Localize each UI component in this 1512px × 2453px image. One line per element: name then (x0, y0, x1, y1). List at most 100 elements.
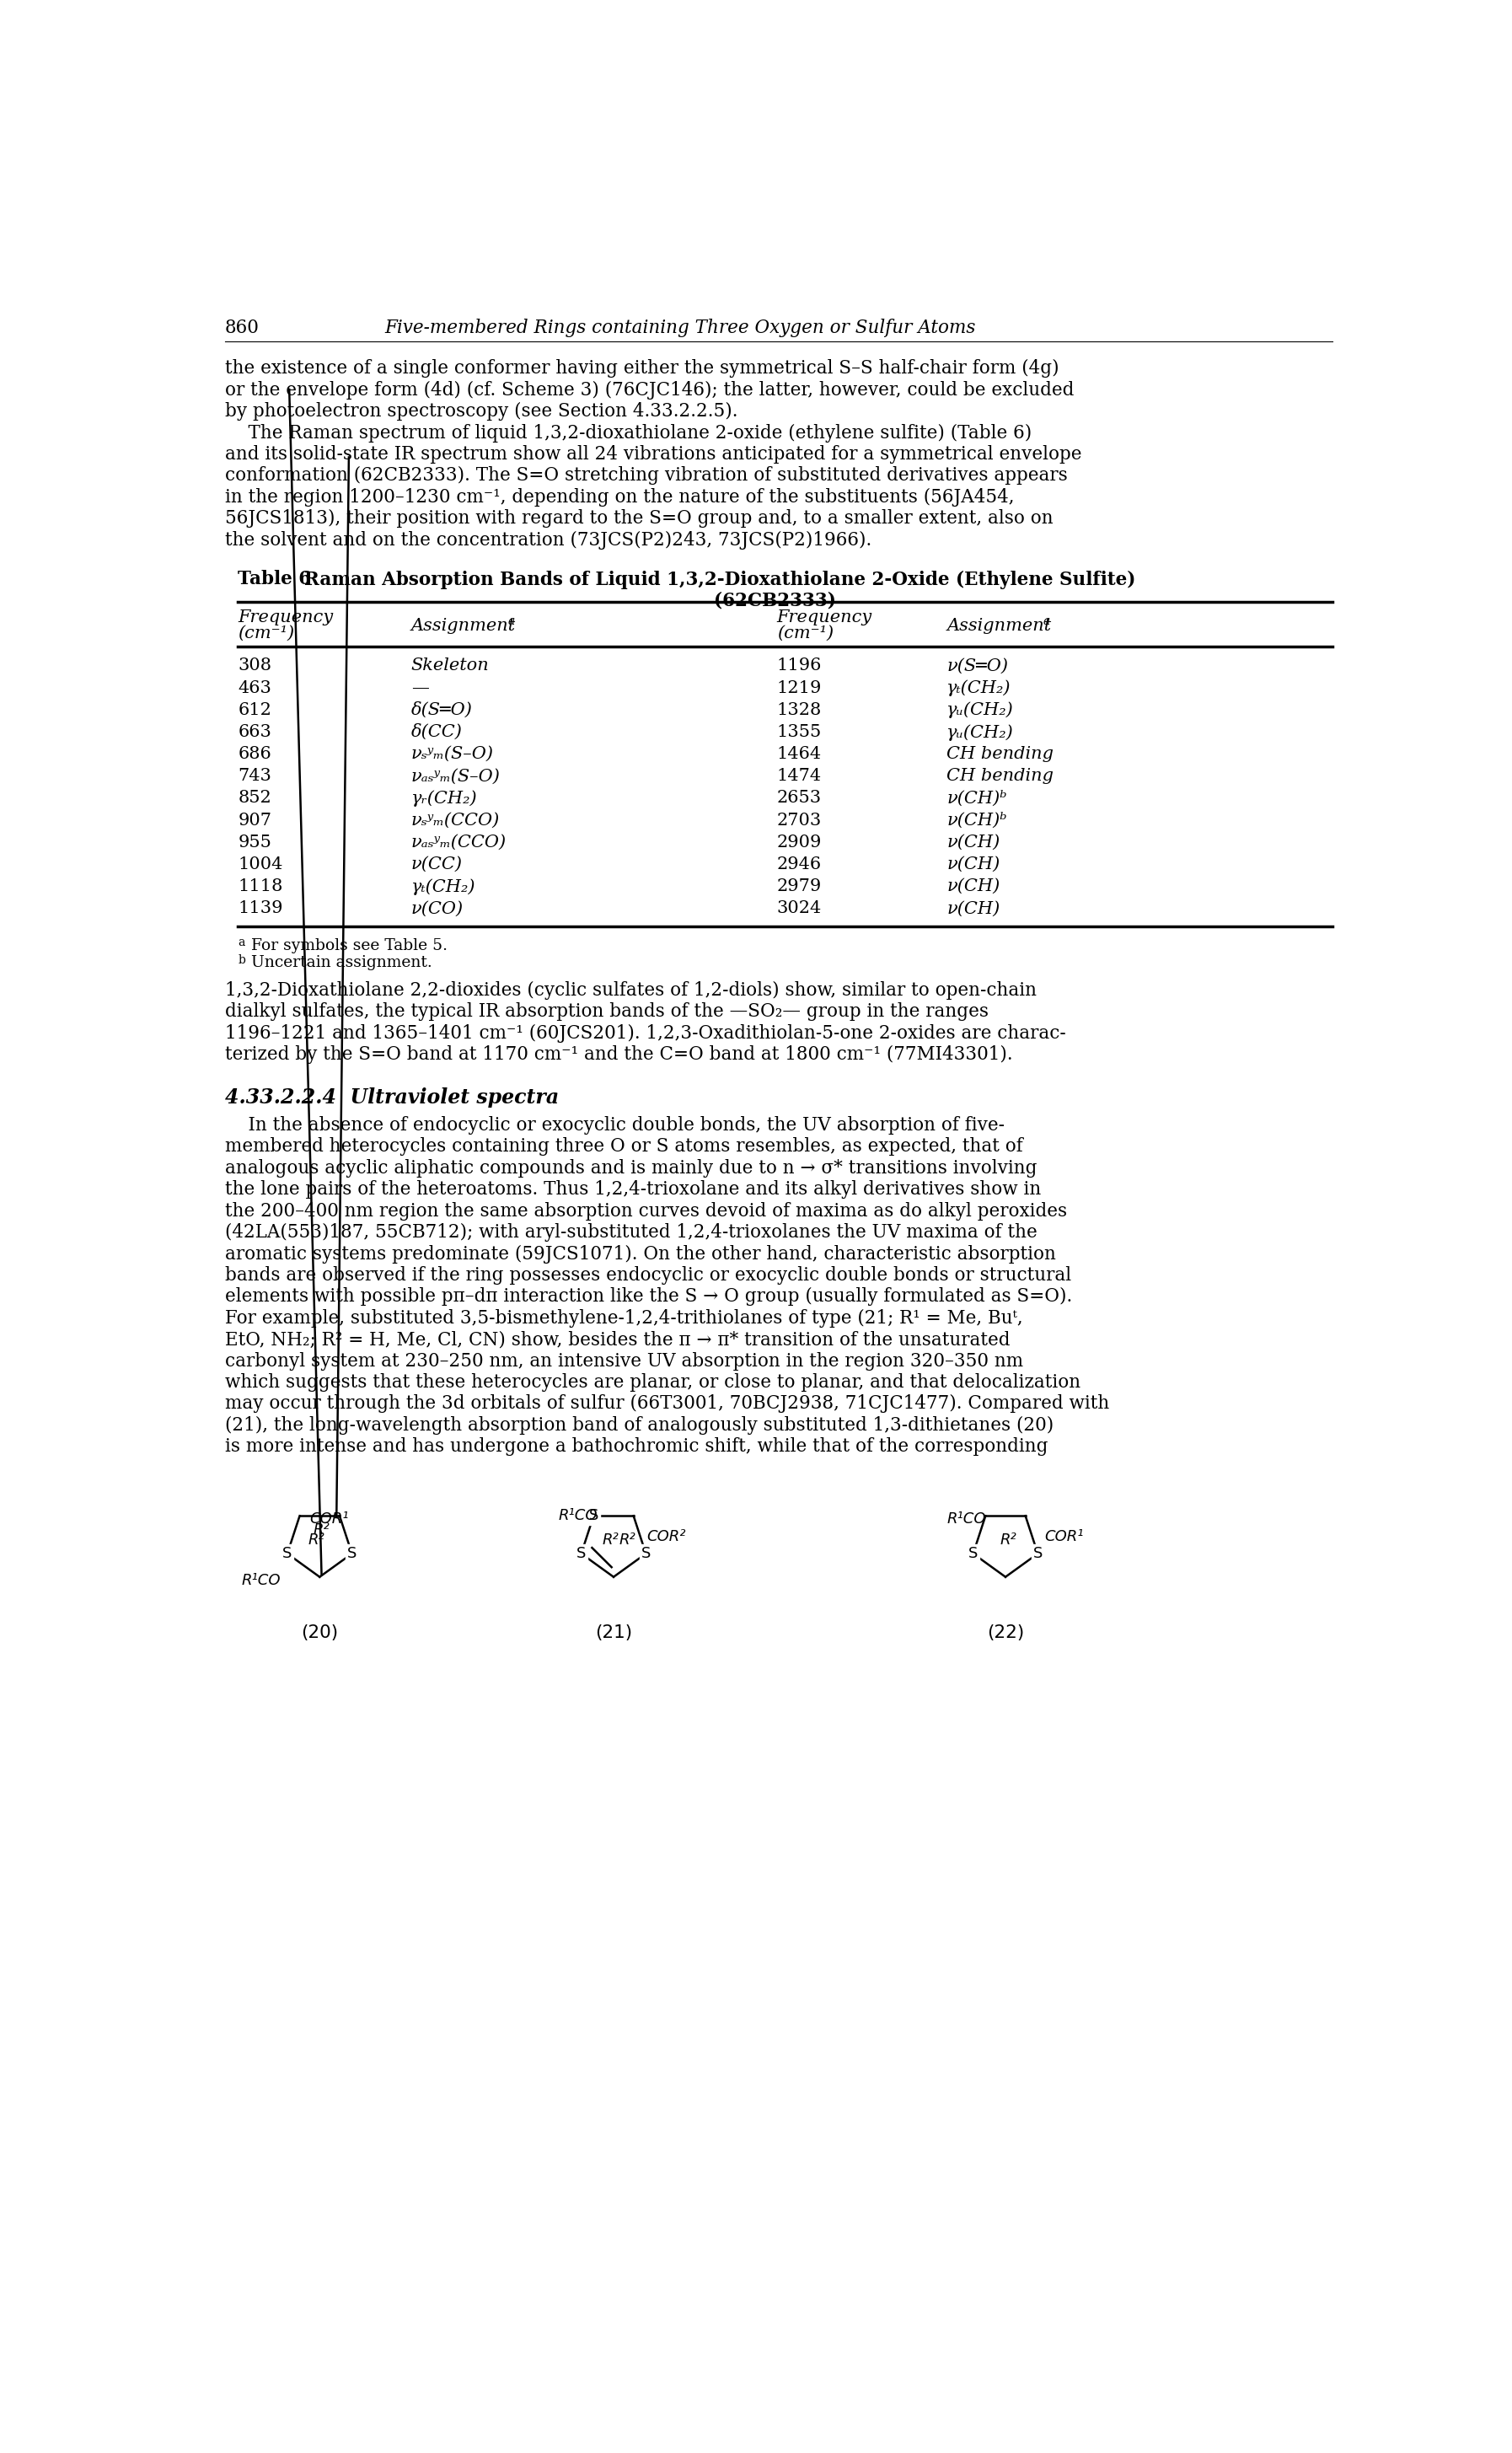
Text: R¹CO: R¹CO (558, 1509, 597, 1523)
Text: Raman Absorption Bands of Liquid 1,3,2-Dioxathiolane 2-Oxide (Ethylene Sulfite): Raman Absorption Bands of Liquid 1,3,2-D… (292, 569, 1136, 589)
Text: CH bending: CH bending (947, 768, 1054, 785)
Text: 860: 860 (225, 319, 260, 339)
Text: COR¹: COR¹ (310, 1511, 349, 1526)
Text: (21): (21) (594, 1624, 632, 1641)
Text: EtO, NH₂; R² = H, Me, Cl, CN) show, besides the π → π* transition of the unsatur: EtO, NH₂; R² = H, Me, Cl, CN) show, besi… (225, 1330, 1010, 1349)
Text: R²: R² (308, 1533, 325, 1548)
Text: 2979: 2979 (777, 878, 821, 895)
Text: γₜ(CH₂): γₜ(CH₂) (947, 679, 1012, 697)
Text: carbonyl system at 230–250 nm, an intensive UV absorption in the region 320–350 : carbonyl system at 230–250 nm, an intens… (225, 1352, 1024, 1371)
Text: ν(CO): ν(CO) (411, 900, 464, 917)
Text: in the region 1200–1230 cm⁻¹, depending on the nature of the substituents (56JA4: in the region 1200–1230 cm⁻¹, depending … (225, 488, 1015, 505)
Text: 852: 852 (237, 790, 272, 807)
Text: b: b (237, 954, 245, 966)
Text: 1118: 1118 (237, 878, 283, 895)
Text: 1219: 1219 (777, 679, 823, 697)
Text: 2909: 2909 (777, 834, 823, 851)
Text: (42LA(553)187, 55CB712); with aryl-substituted 1,2,4-trioxolanes the UV maxima o: (42LA(553)187, 55CB712); with aryl-subst… (225, 1224, 1037, 1241)
Text: a: a (508, 616, 514, 628)
Text: (62CB2333): (62CB2333) (714, 591, 836, 611)
Text: R²: R² (618, 1533, 635, 1548)
Text: 1004: 1004 (237, 856, 283, 873)
Text: δ(S═O): δ(S═O) (411, 702, 472, 719)
Text: Assignment: Assignment (411, 618, 516, 633)
Text: 2946: 2946 (777, 856, 821, 873)
Text: 2703: 2703 (777, 812, 821, 829)
Text: S: S (968, 1545, 978, 1560)
Text: 663: 663 (237, 724, 272, 741)
Text: ν(CH)ᵇ: ν(CH)ᵇ (947, 812, 1007, 829)
Text: S: S (641, 1545, 650, 1560)
Text: the lone pairs of the heteroatoms. Thus 1,2,4-trioxolane and its alkyl derivativ: the lone pairs of the heteroatoms. Thus … (225, 1180, 1040, 1200)
Text: 1139: 1139 (237, 900, 283, 917)
Text: dialkyl sulfates, the typical IR absorption bands of the —SO₂— group in the rang: dialkyl sulfates, the typical IR absorpt… (225, 1003, 989, 1020)
Text: γᵣ(CH₂): γᵣ(CH₂) (411, 790, 478, 807)
Text: The Raman spectrum of liquid 1,3,2-dioxathiolane 2-oxide (ethylene sulfite) (Tab: The Raman spectrum of liquid 1,3,2-dioxa… (225, 424, 1031, 442)
Text: S: S (283, 1545, 292, 1560)
Text: νₛʸₘ(S–O): νₛʸₘ(S–O) (411, 746, 494, 763)
Text: 1464: 1464 (777, 746, 821, 763)
Text: ν(S═O): ν(S═O) (947, 657, 1009, 675)
Text: R¹CO: R¹CO (242, 1572, 280, 1587)
Text: by photoelectron spectroscopy (see Section 4.33.2.2.5).: by photoelectron spectroscopy (see Secti… (225, 402, 738, 422)
Text: or the envelope form (4d) (cf. Scheme 3) (76CJC146); the latter, however, could : or the envelope form (4d) (cf. Scheme 3)… (225, 380, 1074, 400)
Text: 308: 308 (237, 657, 272, 675)
Text: (20): (20) (301, 1624, 339, 1641)
Text: ν(CH): ν(CH) (947, 856, 999, 873)
Text: aromatic systems predominate (59JCS1071). On the other hand, characteristic abso: aromatic systems predominate (59JCS1071)… (225, 1244, 1055, 1263)
Text: S: S (588, 1509, 599, 1523)
Text: 612: 612 (237, 702, 272, 719)
Text: R²: R² (1001, 1533, 1018, 1548)
Text: 907: 907 (237, 812, 272, 829)
Text: νₐₛʸₘ(CCO): νₐₛʸₘ(CCO) (411, 834, 507, 851)
Text: νₐₛʸₘ(S–O): νₐₛʸₘ(S–O) (411, 768, 500, 785)
Text: 1474: 1474 (777, 768, 821, 785)
Text: conformation (62CB2333). The S=O stretching vibration of substituted derivatives: conformation (62CB2333). The S=O stretch… (225, 466, 1067, 486)
Text: the solvent and on the concentration (73JCS(P2)243, 73JCS(P2)1966).: the solvent and on the concentration (73… (225, 530, 871, 549)
Text: ν(CH): ν(CH) (947, 878, 999, 895)
Text: which suggests that these heterocycles are planar, or close to planar, and that : which suggests that these heterocycles a… (225, 1374, 1081, 1391)
Text: R²: R² (602, 1533, 618, 1548)
Text: 686: 686 (237, 746, 272, 763)
Text: a: a (1043, 616, 1051, 628)
Text: is more intense and has undergone a bathochromic shift, while that of the corres: is more intense and has undergone a bath… (225, 1437, 1048, 1457)
Text: (cm⁻¹): (cm⁻¹) (237, 626, 295, 640)
Text: γₜ(CH₂): γₜ(CH₂) (411, 878, 476, 895)
Text: S: S (348, 1545, 357, 1560)
Text: may occur through the 3d orbitals of sulfur (66T3001, 70BCJ2938, 71CJC1477). Com: may occur through the 3d orbitals of sul… (225, 1396, 1110, 1413)
Text: 3024: 3024 (777, 900, 821, 917)
Text: terized by the S=O band at 1170 cm⁻¹ and the C=O band at 1800 cm⁻¹ (77MI43301).: terized by the S=O band at 1170 cm⁻¹ and… (225, 1045, 1013, 1065)
Text: ν(CH)ᵇ: ν(CH)ᵇ (947, 790, 1007, 807)
Text: For example, substituted 3,5-bismethylene-1,2,4-trithiolanes of type (21; R¹ = M: For example, substituted 3,5-bismethylen… (225, 1310, 1022, 1327)
Text: COR¹: COR¹ (1045, 1528, 1084, 1545)
Text: bands are observed if the ring possesses endocyclic or exocyclic double bonds or: bands are observed if the ring possesses… (225, 1266, 1070, 1285)
Text: 1196: 1196 (777, 657, 823, 675)
Text: In the absence of endocyclic or exocyclic double bonds, the UV absorption of fiv: In the absence of endocyclic or exocycli… (225, 1116, 1004, 1136)
Text: 2653: 2653 (777, 790, 821, 807)
Text: γᵤ(CH₂): γᵤ(CH₂) (947, 702, 1015, 719)
Text: ν(CC): ν(CC) (411, 856, 463, 873)
Text: analogous acyclic aliphatic compounds and is mainly due to n → σ* transitions in: analogous acyclic aliphatic compounds an… (225, 1158, 1037, 1177)
Text: (21), the long-wavelength absorption band of analogously substituted 1,3-dithiet: (21), the long-wavelength absorption ban… (225, 1415, 1054, 1435)
Text: γᵤ(CH₂): γᵤ(CH₂) (947, 724, 1015, 741)
Text: a: a (237, 937, 245, 949)
Text: Frequency: Frequency (237, 611, 333, 626)
Text: Skeleton: Skeleton (411, 657, 490, 675)
Text: 463: 463 (237, 679, 272, 697)
Text: Table 6: Table 6 (237, 569, 311, 589)
Text: (22): (22) (987, 1624, 1024, 1641)
Text: For symbols see Table 5.: For symbols see Table 5. (246, 937, 448, 954)
Text: the existence of a single conformer having either the symmetrical S–S half-chair: the existence of a single conformer havi… (225, 358, 1058, 378)
Text: δ(CC): δ(CC) (411, 724, 463, 741)
Text: 56JCS1813), their position with regard to the S=O group and, to a smaller extent: 56JCS1813), their position with regard t… (225, 510, 1052, 527)
Text: (cm⁻¹): (cm⁻¹) (777, 626, 833, 640)
Text: —: — (411, 679, 429, 697)
Text: ν(CH): ν(CH) (947, 900, 999, 917)
Text: Uncertain assignment.: Uncertain assignment. (246, 954, 432, 971)
Text: R²: R² (313, 1523, 330, 1538)
Text: CH bending: CH bending (947, 746, 1054, 763)
Text: 1,3,2-Dioxathiolane 2,2-dioxides (cyclic sulfates of 1,2-diols) show, similar to: 1,3,2-Dioxathiolane 2,2-dioxides (cyclic… (225, 981, 1037, 1001)
Text: 743: 743 (237, 768, 272, 785)
Text: νₛʸₘ(CCO): νₛʸₘ(CCO) (411, 812, 500, 829)
Text: and its solid-state IR spectrum show all 24 vibrations anticipated for a symmetr: and its solid-state IR spectrum show all… (225, 444, 1081, 464)
